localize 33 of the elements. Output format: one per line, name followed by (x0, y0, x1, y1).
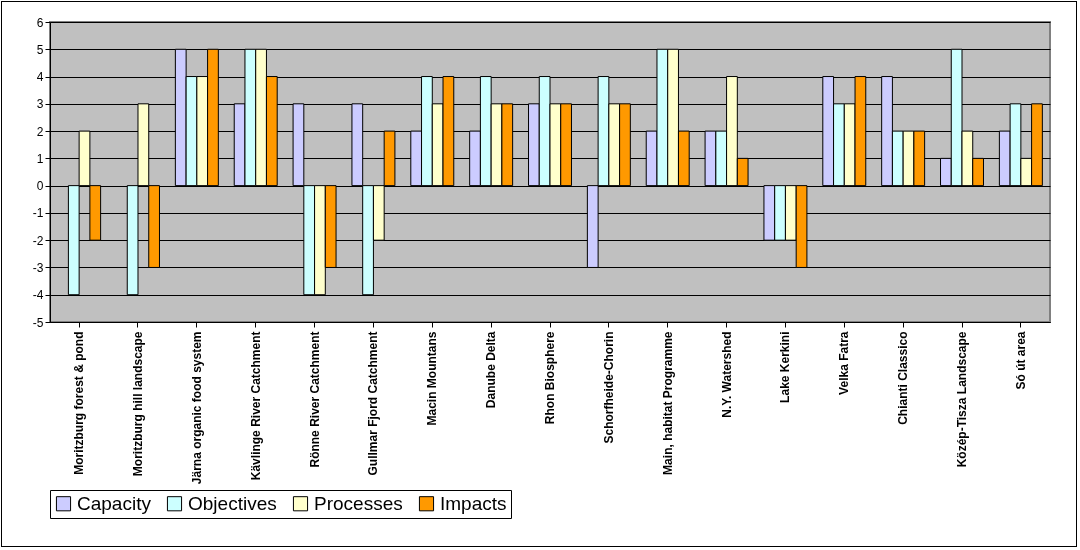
x-tick-label: Velka Fatra (837, 331, 852, 395)
x-tick-label: Közép-Tisza Landscape (955, 331, 970, 468)
y-tick-label: 5 (36, 42, 44, 57)
legend-label: Objectives (188, 492, 277, 514)
y-tick-label: -2 (32, 233, 44, 248)
legend-label: Capacity (77, 492, 152, 514)
y-tick-label: 2 (36, 124, 44, 139)
x-tick-label: Macin Mountans (425, 331, 440, 426)
y-tick-label: -5 (32, 315, 44, 330)
x-tick-label: Moritzburg forest & pond (72, 331, 87, 475)
legend-label: Processes (314, 492, 403, 514)
legend-label: Impacts (440, 492, 507, 514)
x-tick-label: Rhon Biosphere (543, 331, 557, 425)
x-tick-label: Só út area (1013, 331, 1028, 390)
y-tick-label: 4 (36, 70, 44, 85)
y-tick-label: -4 (32, 288, 44, 303)
y-tick-label: 3 (36, 97, 44, 112)
y-tick-label: 1 (36, 151, 44, 166)
x-tick-label: N.Y. Watershed (719, 331, 734, 418)
y-tick-label: -3 (32, 260, 44, 275)
x-tick-label: Rönne River Catchment (307, 331, 322, 468)
x-tick-label: Chianti Classico (896, 331, 911, 425)
x-tick-label: Moritzburg hill landscape (130, 331, 145, 477)
y-tick-label: 0 (36, 179, 44, 194)
y-tick-label: -1 (32, 206, 44, 221)
x-tick-label: Schorfheide-Chorin (601, 331, 616, 444)
x-tick-label: Järna organic food system (189, 331, 204, 485)
x-tick-label: Kävlinge River Catchment (248, 331, 263, 481)
x-tick-label: Gullmar Fjord Catchment (366, 331, 381, 476)
x-tick-label: Danube Delta (484, 331, 499, 409)
x-tick-label: Main, habitat Programme (660, 331, 675, 475)
y-tick-label: 6 (36, 15, 44, 30)
x-tick-label: Lake Kerkini (778, 331, 793, 403)
